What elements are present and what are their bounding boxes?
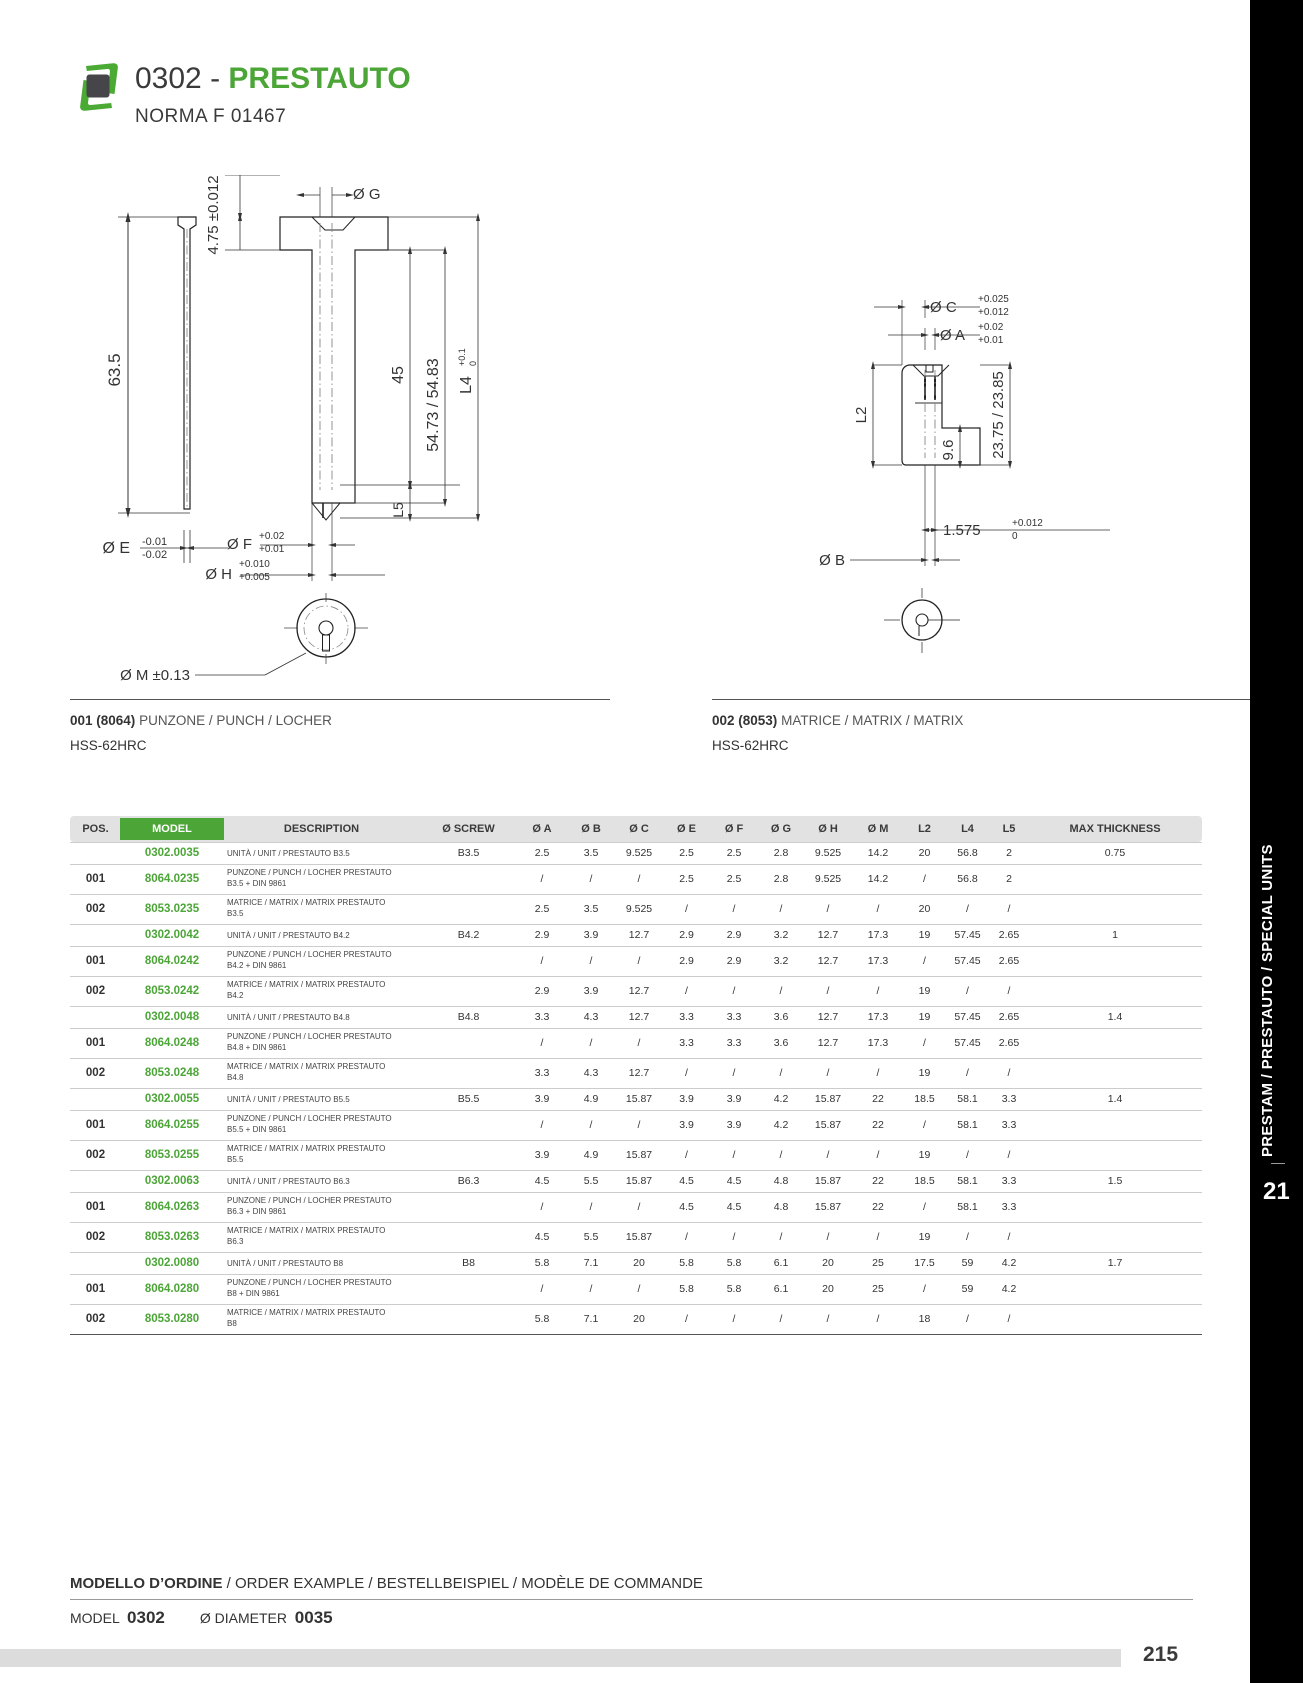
svg-text:0: 0 [468, 361, 478, 366]
svg-text:+0.025: +0.025 [978, 294, 1009, 305]
svg-text:45: 45 [390, 366, 407, 384]
svg-text:L5: L5 [390, 502, 406, 518]
svg-text:+0.1: +0.1 [457, 348, 467, 366]
svg-text:Ø H: Ø H [205, 566, 232, 583]
svg-text:+0.01: +0.01 [978, 335, 1004, 346]
svg-text:L2: L2 [853, 407, 870, 424]
svg-text:Ø M ±0.13: Ø M ±0.13 [120, 667, 190, 684]
svg-text:Ø A: Ø A [940, 327, 965, 344]
svg-text:+0.005: +0.005 [239, 572, 270, 583]
svg-text:+0.02: +0.02 [259, 531, 285, 542]
svg-text:Ø C: Ø C [930, 299, 957, 316]
svg-text:+0.010: +0.010 [239, 559, 270, 570]
svg-text:0: 0 [1012, 531, 1018, 542]
svg-text:1.575: 1.575 [943, 522, 981, 539]
svg-text:+0.01: +0.01 [259, 544, 285, 555]
svg-text:54.73 / 54.83: 54.73 / 54.83 [425, 358, 442, 452]
svg-text:L4: L4 [458, 376, 475, 394]
svg-text:+0.012: +0.012 [1012, 518, 1043, 529]
svg-text:+0.02: +0.02 [978, 322, 1004, 333]
svg-text:Ø B: Ø B [819, 552, 845, 569]
svg-text:23.75 / 23.85: 23.75 / 23.85 [990, 371, 1007, 459]
svg-text:-0.02: -0.02 [142, 549, 167, 561]
svg-text:9.6: 9.6 [940, 440, 957, 461]
svg-text:+0.012: +0.012 [978, 307, 1009, 318]
svg-text:Ø F: Ø F [227, 536, 252, 553]
svg-text:-0.01: -0.01 [142, 536, 167, 548]
svg-text:63.5: 63.5 [105, 353, 124, 386]
svg-text:4.75 ±0.012: 4.75 ±0.012 [205, 175, 222, 254]
svg-text:Ø G: Ø G [353, 186, 381, 203]
svg-text:Ø E: Ø E [102, 540, 130, 557]
